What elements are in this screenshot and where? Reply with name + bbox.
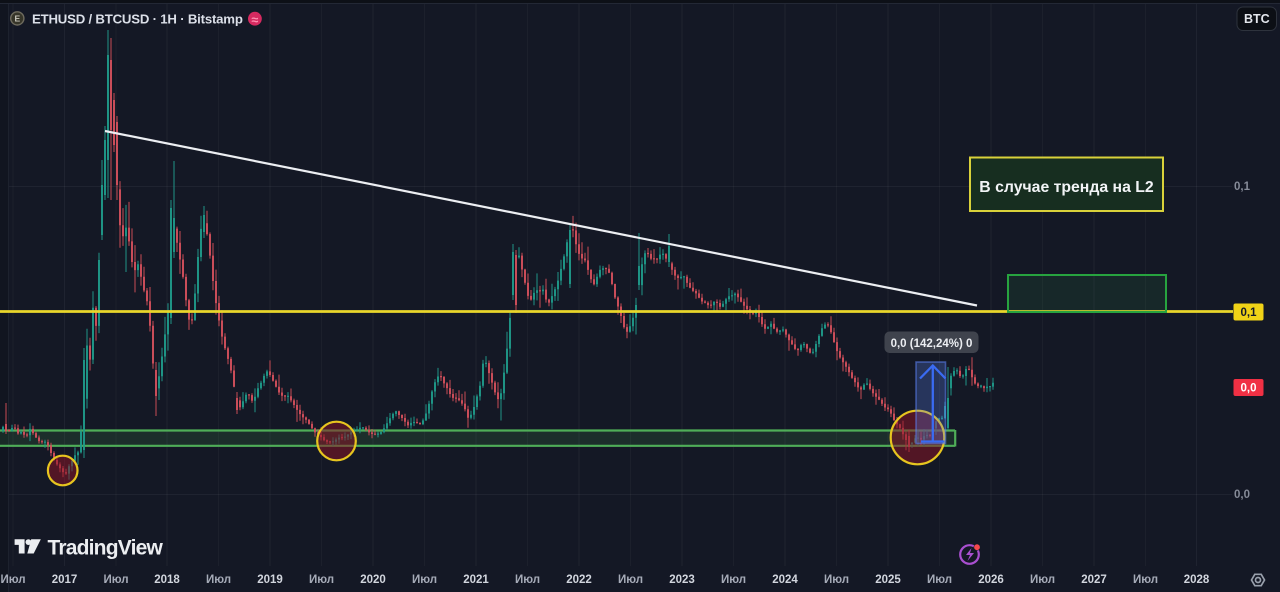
svg-text:В случае тренда на L2: В случае тренда на L2 xyxy=(979,179,1154,196)
svg-text:Июл: Июл xyxy=(824,574,849,586)
svg-text:Июл: Июл xyxy=(412,574,437,586)
svg-text:Июл: Июл xyxy=(103,574,128,586)
svg-text:2024: 2024 xyxy=(772,574,798,586)
svg-text:2028: 2028 xyxy=(1184,574,1210,586)
svg-text:Июл: Июл xyxy=(1030,574,1055,586)
svg-text:2025: 2025 xyxy=(875,574,901,586)
svg-text:0,0: 0,0 xyxy=(1241,383,1257,395)
svg-text:2027: 2027 xyxy=(1081,574,1107,586)
svg-text:Июл: Июл xyxy=(721,574,746,586)
svg-text:0,0 (142,24%) 0: 0,0 (142,24%) 0 xyxy=(891,338,973,350)
svg-text:E: E xyxy=(14,14,20,24)
svg-text:2022: 2022 xyxy=(566,574,592,586)
svg-text:2020: 2020 xyxy=(360,574,386,586)
svg-text:Июл: Июл xyxy=(515,574,540,586)
svg-text:2023: 2023 xyxy=(669,574,695,586)
svg-text:2026: 2026 xyxy=(978,574,1004,586)
svg-text:ETHUSD / BTCUSD · 1H · Bitstam: ETHUSD / BTCUSD · 1H · Bitstamp xyxy=(32,12,243,27)
svg-text:2019: 2019 xyxy=(257,574,283,586)
svg-text:0,1: 0,1 xyxy=(1241,307,1258,319)
svg-text:0,0: 0,0 xyxy=(1234,489,1250,501)
svg-text:Июл: Июл xyxy=(618,574,643,586)
svg-text:Июл: Июл xyxy=(1133,574,1158,586)
svg-text:2018: 2018 xyxy=(154,574,180,586)
svg-text:2021: 2021 xyxy=(463,574,489,586)
svg-text:2017: 2017 xyxy=(52,574,78,586)
svg-text:TradingView: TradingView xyxy=(48,536,164,559)
svg-text:0,1: 0,1 xyxy=(1234,181,1251,193)
svg-text:Июл: Июл xyxy=(309,574,334,586)
svg-text:Июл: Июл xyxy=(927,574,952,586)
svg-text:Июл: Июл xyxy=(206,574,231,586)
svg-text:BTC: BTC xyxy=(1244,12,1270,26)
svg-text:≈: ≈ xyxy=(251,13,258,27)
svg-text:Июл: Июл xyxy=(0,574,25,586)
